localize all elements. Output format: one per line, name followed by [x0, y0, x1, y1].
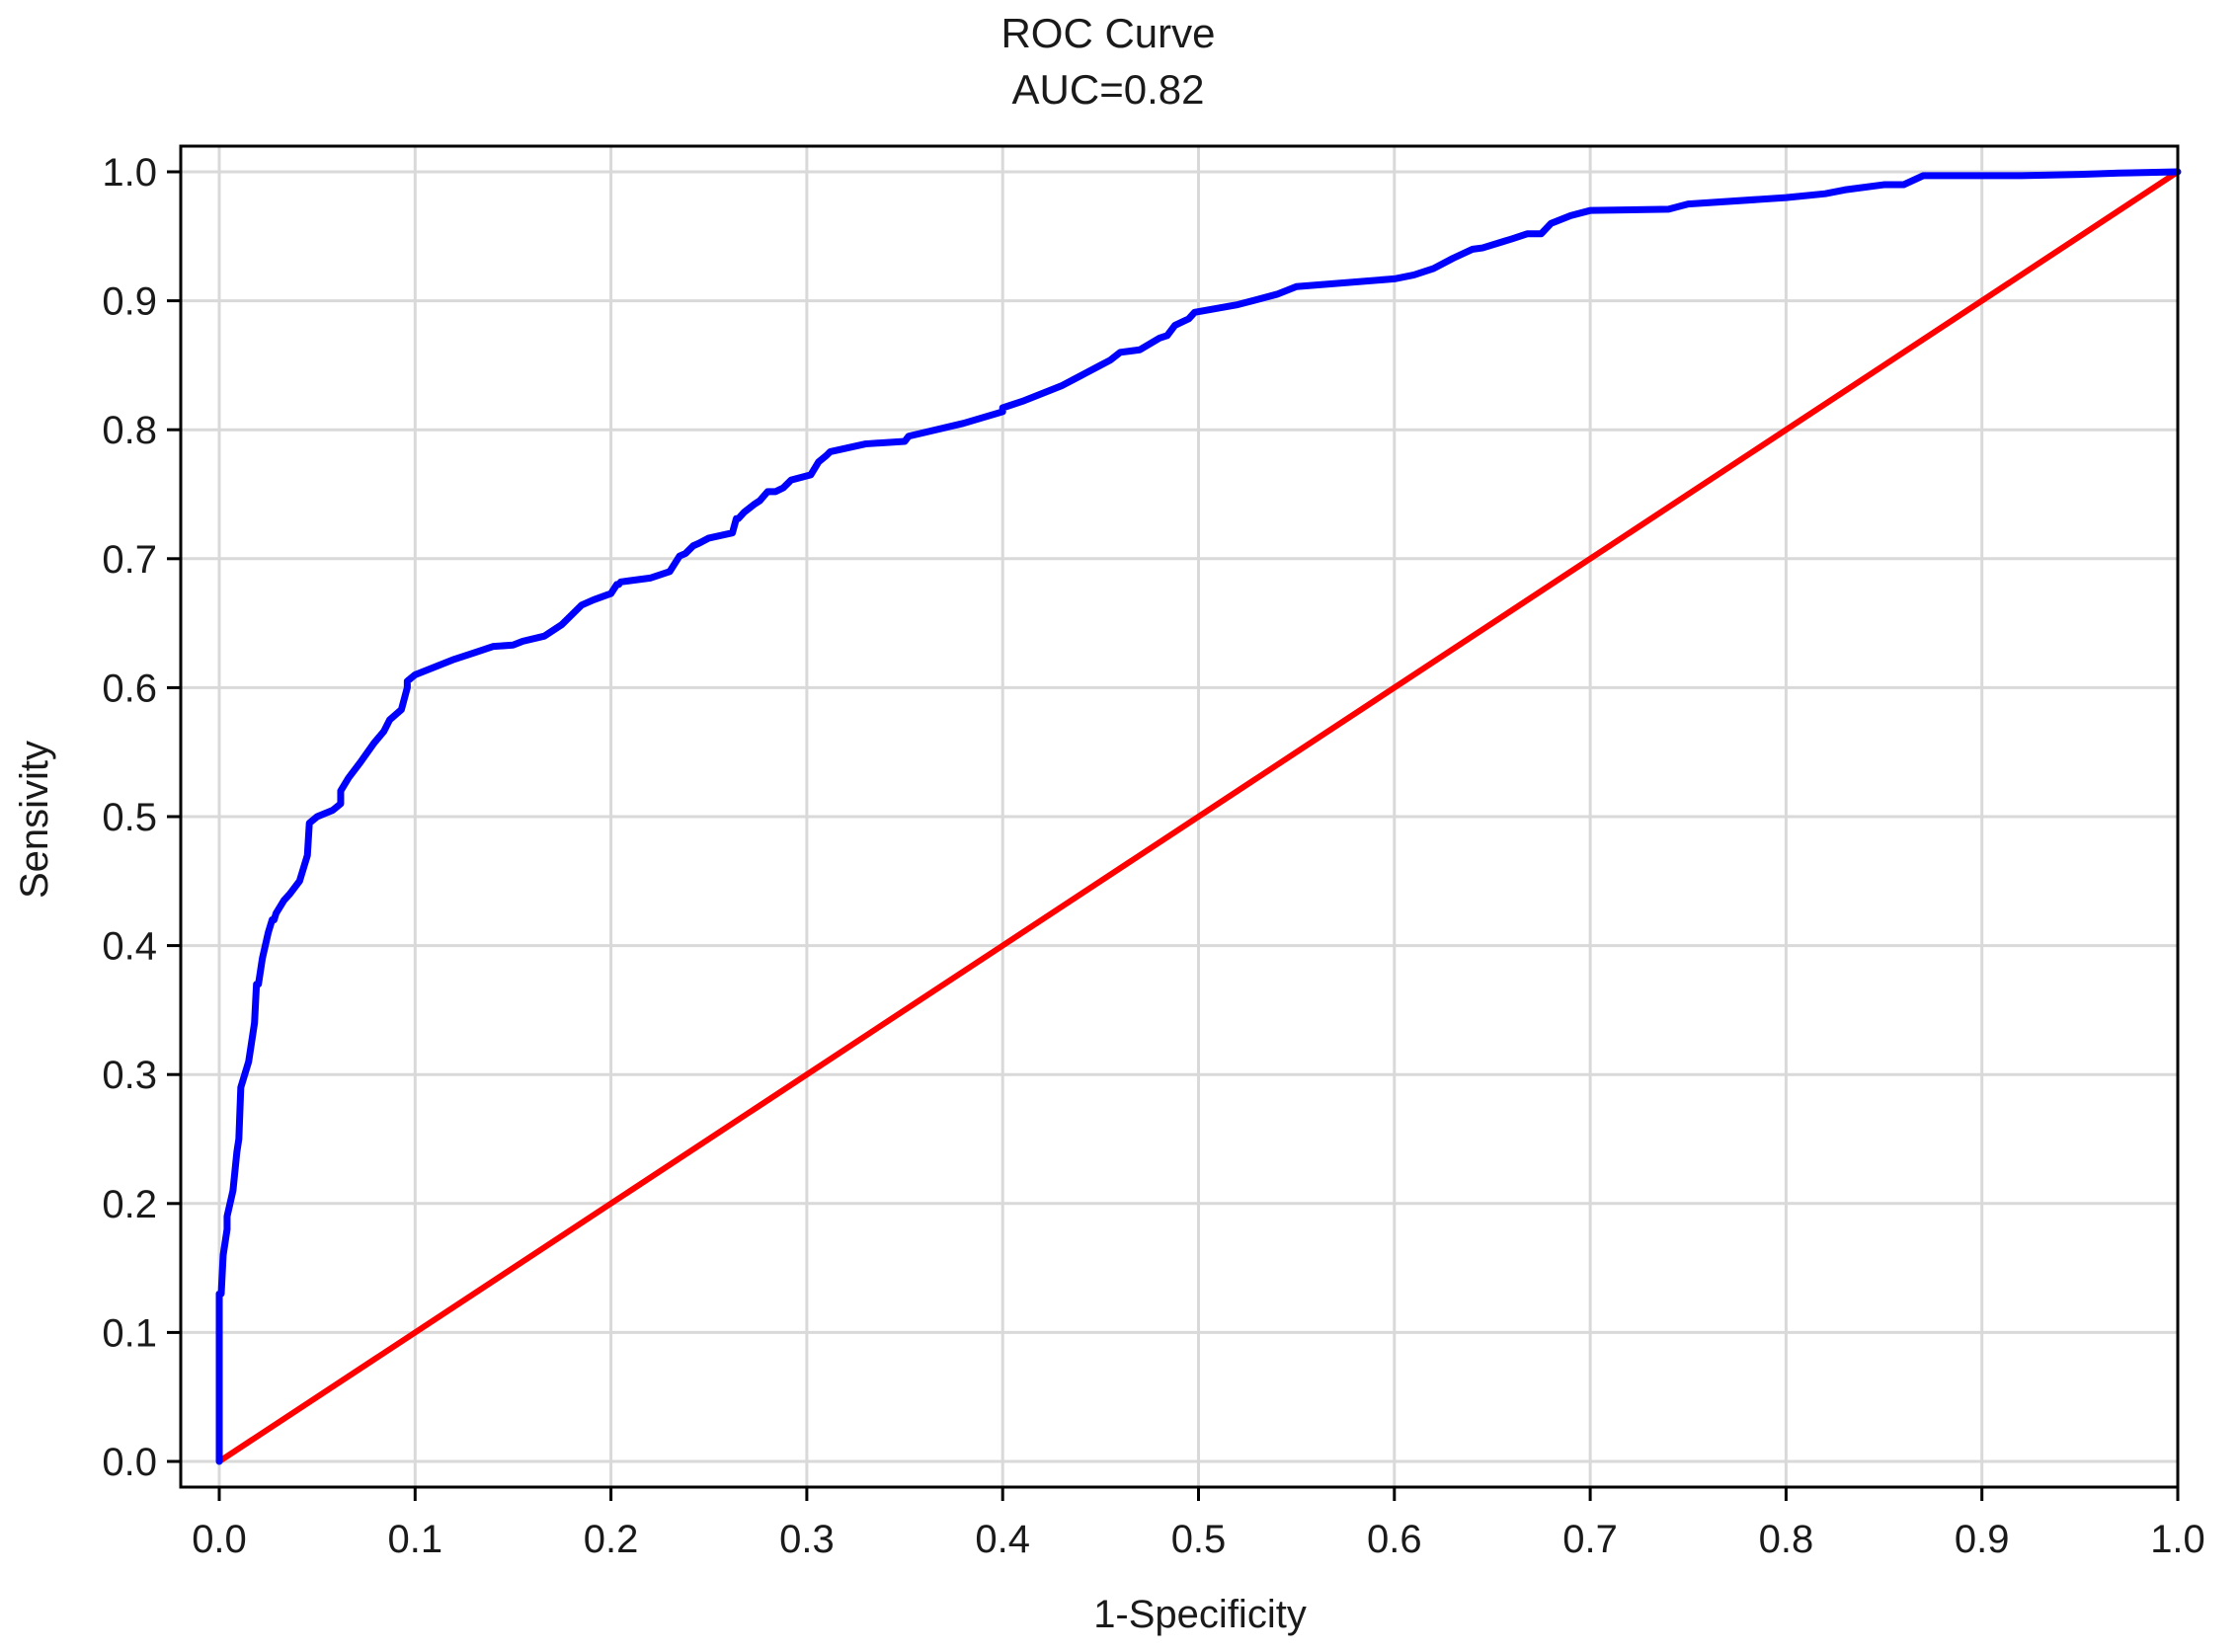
x-tick-label: 0.2: [584, 1518, 639, 1561]
y-tick-label: 0.4: [102, 925, 157, 969]
y-axis: 0.0 0.1 0.2 0.3 0.4 0.5 0.6 0.7 0.8 0.9 1.0: [102, 151, 181, 1484]
grid: [181, 146, 2180, 1487]
x-tick-label: 0.4: [975, 1518, 1030, 1561]
x-tick-label: 0.9: [1955, 1518, 2010, 1561]
y-tick-label: 0.7: [102, 538, 157, 582]
chart-subtitle: AUC=0.82: [1012, 66, 1205, 113]
x-axis-label: 1-Specificity: [1093, 1593, 1307, 1636]
x-tick-label: 0.3: [779, 1518, 835, 1561]
roc-curve-line: [215, 168, 2182, 1465]
series-group: [215, 168, 2182, 1465]
x-tick-label: 0.5: [1171, 1518, 1227, 1561]
chart-title: ROC Curve: [1000, 10, 1215, 56]
x-tick-label: 0.7: [1562, 1518, 1618, 1561]
x-tick-label: 0.0: [192, 1518, 247, 1561]
x-tick-label: 1.0: [2150, 1518, 2205, 1561]
y-axis-label: Sensivity: [13, 741, 56, 899]
y-tick-label: 0.5: [102, 796, 157, 839]
reference-diagonal-line: [216, 169, 2181, 1464]
y-tick-label: 1.0: [102, 151, 157, 195]
y-tick-label: 0.6: [102, 667, 157, 710]
y-tick-label: 0.1: [102, 1311, 157, 1355]
x-tick-label: 0.6: [1367, 1518, 1422, 1561]
y-tick-label: 0.8: [102, 409, 157, 452]
y-tick-label: 0.3: [102, 1054, 157, 1097]
y-tick-label: 0.9: [102, 280, 157, 324]
y-tick-label: 0.2: [102, 1183, 157, 1226]
x-tick-label: 0.1: [387, 1518, 442, 1561]
x-axis: 0.0 0.1 0.2 0.3 0.4 0.5 0.6 0.7 0.8 0.9 1.0: [192, 1487, 2205, 1561]
y-tick-label: 0.0: [102, 1441, 157, 1484]
x-tick-label: 0.8: [1759, 1518, 1814, 1561]
